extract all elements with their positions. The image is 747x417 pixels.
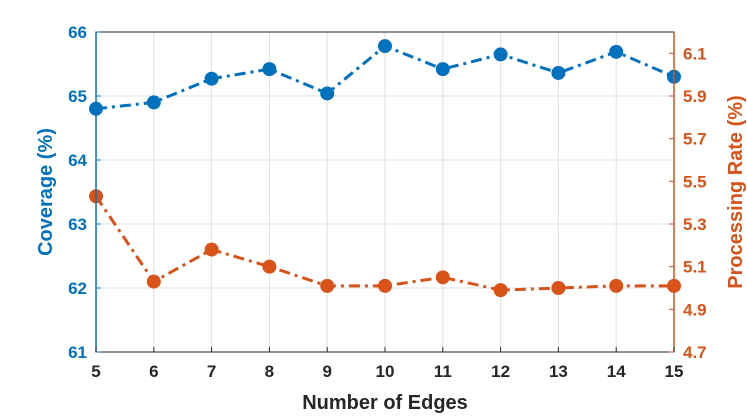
coverage-point <box>378 39 392 54</box>
processing-rate-point <box>493 283 508 298</box>
coverage-point <box>435 62 450 77</box>
processing-rate-series-line <box>94 195 674 292</box>
coverage-point <box>609 44 624 59</box>
left-y-axis-label: Coverage (%) <box>35 128 57 256</box>
processing-rate-point <box>551 281 566 295</box>
coverage-point <box>551 65 566 80</box>
axis-ticks: 5 6 7 8 9 10 11 12 13 14 15 61 62 63 64 65 66 4.7 4.9 5.1 5.… <box>68 23 707 381</box>
right-y-tick-label: 4.7 <box>683 343 707 362</box>
left-y-tick-label: 65 <box>68 87 87 106</box>
x-tick-label: 5 <box>91 362 100 381</box>
processing-rate-point <box>435 270 450 285</box>
processing-rate-point <box>378 278 392 293</box>
right-y-tick-label: 5.9 <box>683 87 707 106</box>
x-tick-label: 6 <box>149 362 158 381</box>
processing-rate-point <box>609 278 624 293</box>
right-y-tick-label: 5.5 <box>683 172 707 191</box>
right-y-tick-label: 5.7 <box>683 130 707 149</box>
right-y-tick-label: 6.1 <box>683 44 707 63</box>
processing-rate-point <box>320 278 335 293</box>
coverage-point <box>146 95 161 110</box>
coverage-point <box>493 47 508 62</box>
x-tick-label: 9 <box>322 362 331 381</box>
x-tick-label: 12 <box>491 362 510 381</box>
x-tick-label: 13 <box>549 362 568 381</box>
left-y-tick-label: 66 <box>68 23 87 42</box>
right-y-axis-label: Processing Rate (%) <box>725 95 747 288</box>
series-layer <box>89 39 681 298</box>
processing-rate-point <box>262 259 277 274</box>
x-tick-label: 11 <box>434 362 452 381</box>
x-tick-label: 8 <box>265 362 274 381</box>
left-y-tick-label: 64 <box>68 151 87 170</box>
left-y-tick-label: 63 <box>68 215 87 234</box>
right-y-tick-label: 5.3 <box>683 215 707 234</box>
right-y-tick-label: 4.9 <box>683 300 707 319</box>
left-y-tick-label: 62 <box>68 279 87 298</box>
processing-rate-point <box>146 274 161 289</box>
x-tick-label: 14 <box>607 362 626 381</box>
x-axis-label: Number of Edges <box>302 392 468 414</box>
x-tick-label: 15 <box>665 362 684 381</box>
left-y-tick-label: 61 <box>68 343 87 362</box>
x-tick-label: 10 <box>376 362 395 381</box>
right-y-tick-label: 5.1 <box>683 258 707 277</box>
processing-rate-point <box>204 242 219 257</box>
x-tick-label: 7 <box>207 362 216 381</box>
coverage-point <box>320 86 335 101</box>
coverage-point <box>262 62 277 77</box>
coverage-point <box>204 71 219 86</box>
